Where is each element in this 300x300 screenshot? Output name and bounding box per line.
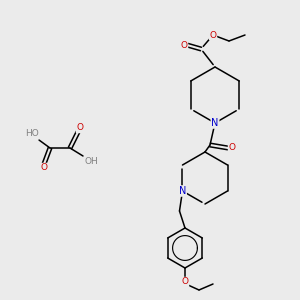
Text: O: O	[181, 40, 188, 50]
Text: N: N	[211, 118, 219, 128]
Text: O: O	[40, 164, 47, 172]
Text: O: O	[229, 143, 236, 152]
Text: N: N	[179, 186, 186, 196]
Text: O: O	[76, 124, 83, 133]
Text: O: O	[209, 31, 217, 40]
Text: OH: OH	[84, 158, 98, 166]
Text: HO: HO	[25, 130, 39, 139]
Text: O: O	[182, 278, 188, 286]
